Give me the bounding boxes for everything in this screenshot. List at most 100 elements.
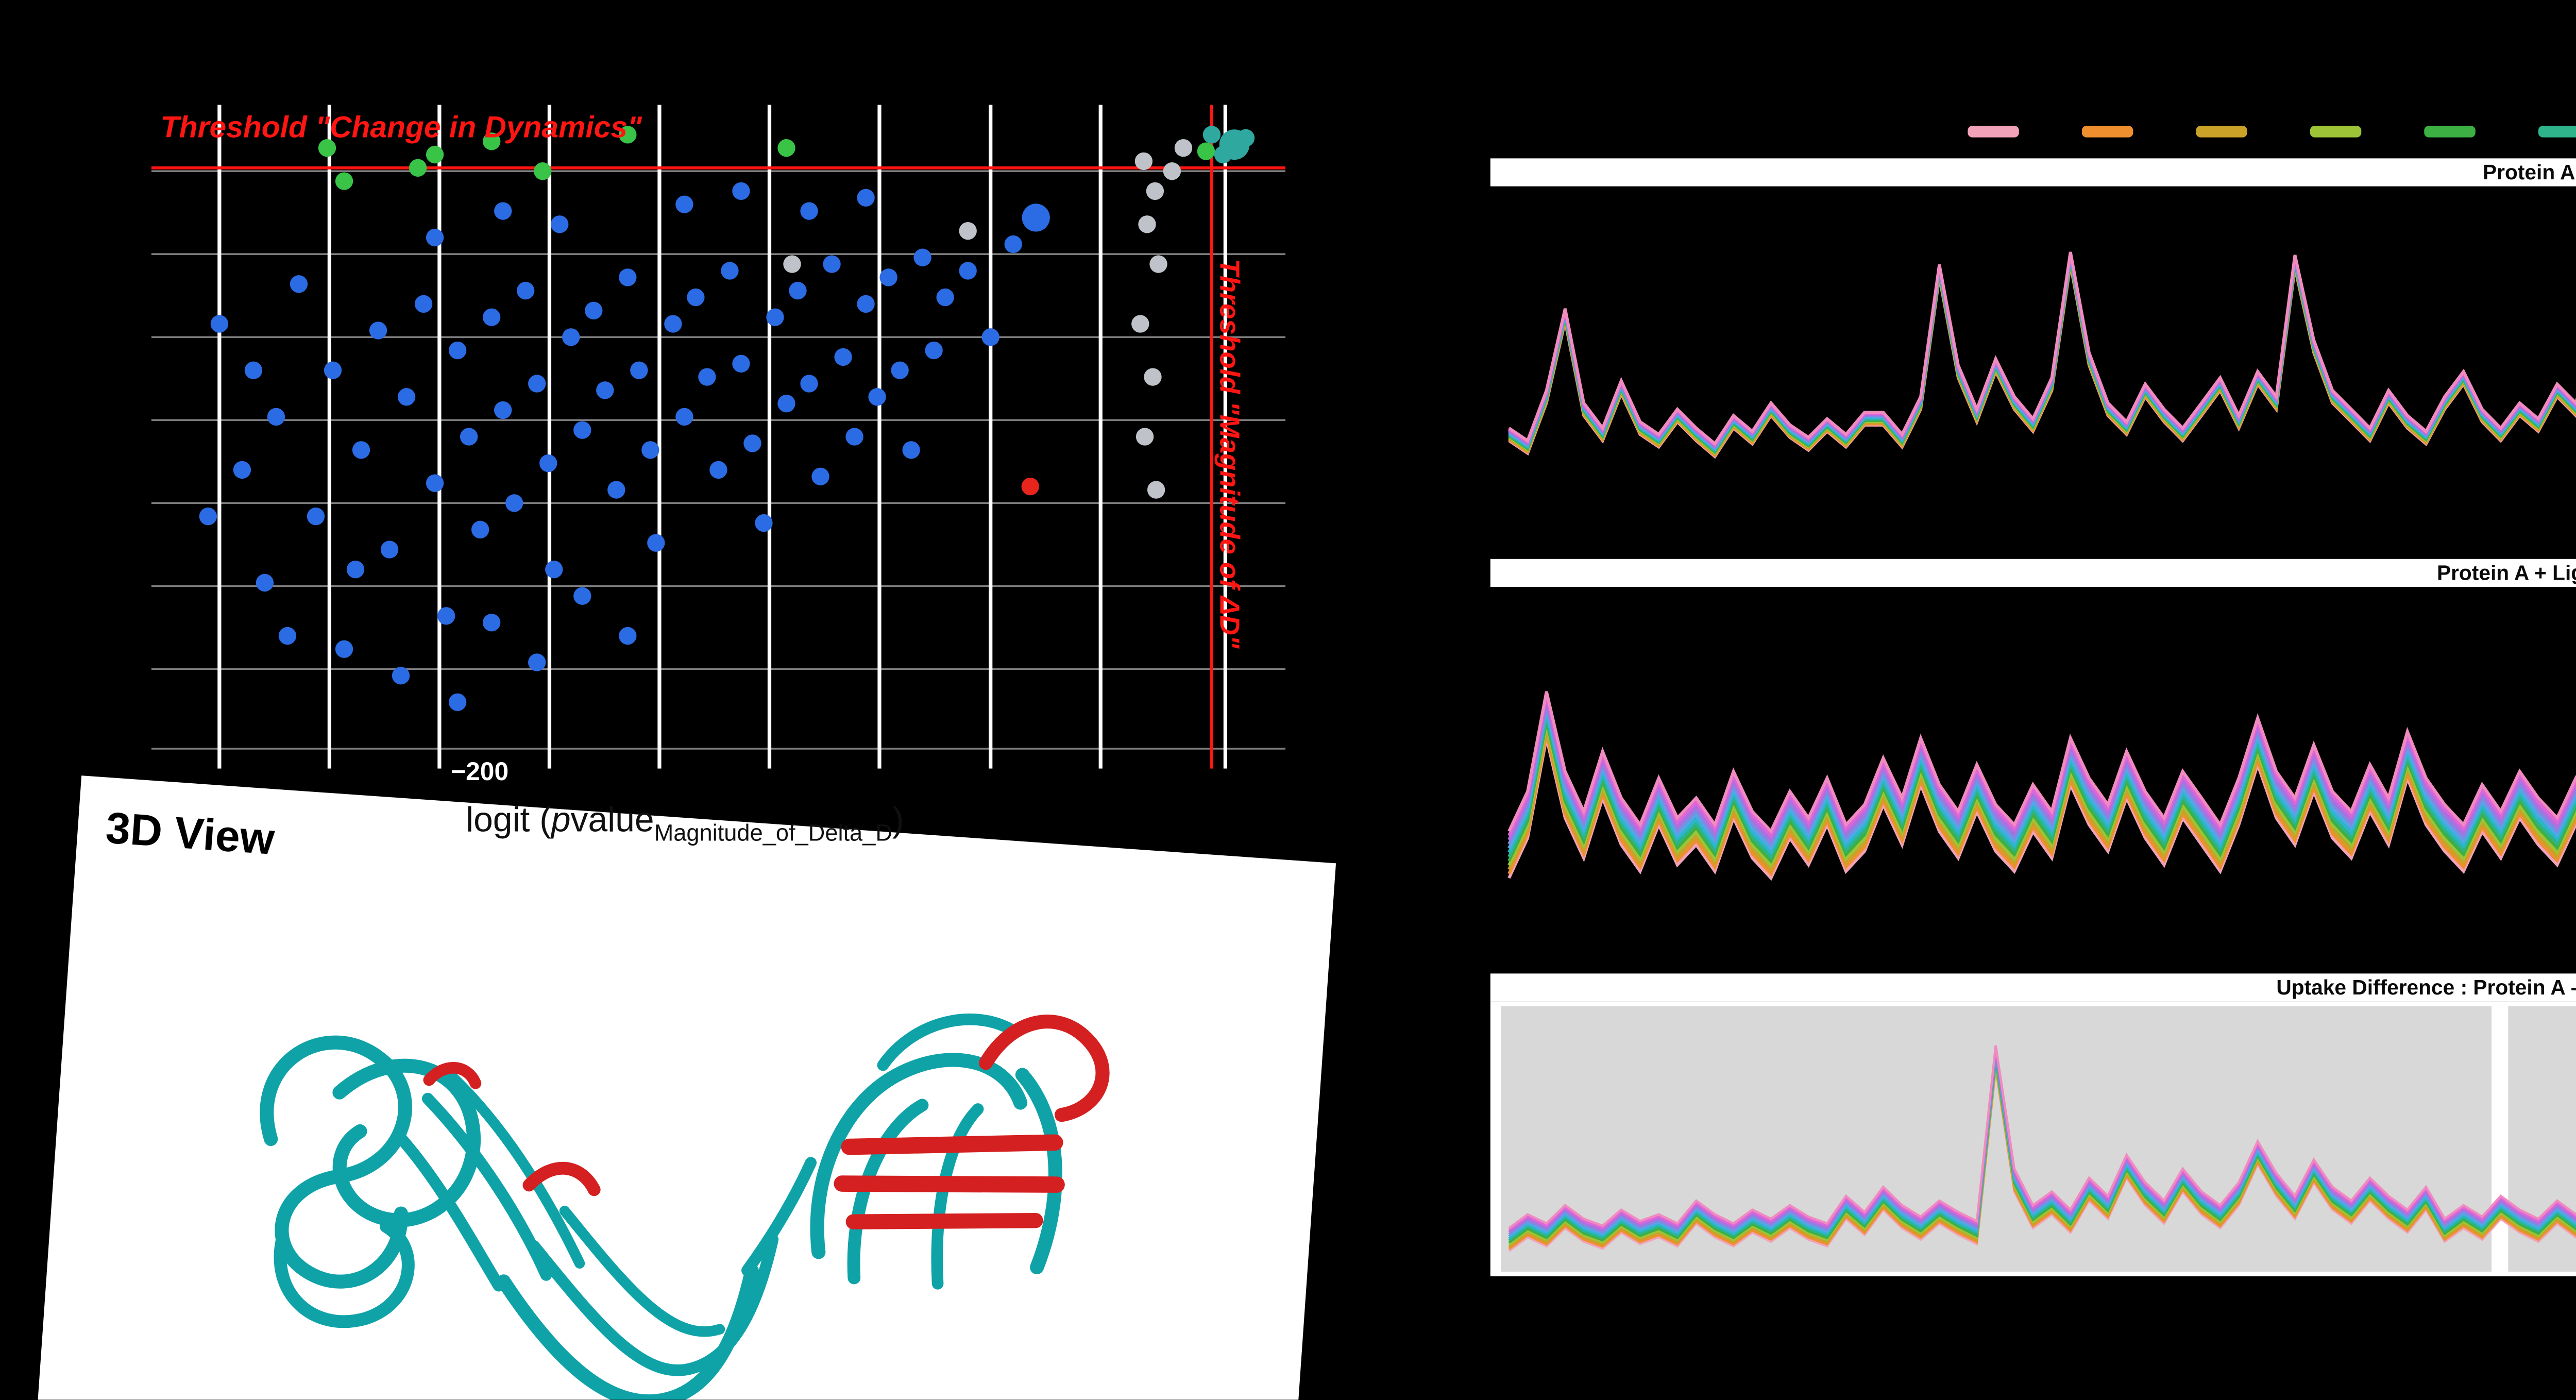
peptide-point[interactable] xyxy=(925,341,943,360)
peptide-point[interactable] xyxy=(664,315,682,333)
peptide-point[interactable] xyxy=(267,408,285,426)
peptide-point[interactable] xyxy=(732,182,750,200)
peptide-point[interactable] xyxy=(981,328,999,346)
peptide-point[interactable] xyxy=(471,520,489,539)
peptide-point[interactable] xyxy=(545,560,563,579)
peptide-point[interactable] xyxy=(318,139,336,157)
legend-swatch-2[interactable] xyxy=(2196,124,2248,137)
peptide-point[interactable] xyxy=(766,308,784,326)
peptide-point[interactable] xyxy=(641,441,659,459)
peptide-point[interactable] xyxy=(959,222,977,240)
peptide-point[interactable] xyxy=(783,255,801,273)
peptide-point[interactable] xyxy=(800,202,818,220)
peptide-point[interactable] xyxy=(1147,481,1165,499)
peptide-point[interactable] xyxy=(335,640,353,658)
peptide-point[interactable] xyxy=(1131,315,1149,333)
peptide-point[interactable] xyxy=(743,434,761,452)
peptide-point[interactable] xyxy=(307,507,325,526)
peptide-point[interactable] xyxy=(494,401,512,419)
peptide-point[interactable] xyxy=(823,255,841,273)
protein-structure-3d[interactable] xyxy=(37,775,1336,1400)
peptide-point[interactable] xyxy=(1214,145,1232,164)
peptide-point[interactable] xyxy=(800,375,818,393)
peptide-point[interactable] xyxy=(346,560,365,579)
legend-swatch-4[interactable] xyxy=(2425,124,2477,137)
peptide-point[interactable] xyxy=(494,202,512,220)
peptide-point[interactable] xyxy=(437,607,455,625)
legend-swatch-5[interactable] xyxy=(2539,124,2576,137)
peptide-point[interactable] xyxy=(607,481,625,499)
peptide-point[interactable] xyxy=(1197,142,1215,160)
peptide-point[interactable] xyxy=(448,341,467,360)
peptide-point[interactable] xyxy=(1163,162,1181,180)
peptide-point[interactable] xyxy=(777,139,795,157)
peptide-point[interactable] xyxy=(619,268,637,286)
peptide-point[interactable] xyxy=(573,421,591,439)
peptide-point[interactable] xyxy=(397,388,416,406)
peptide-point[interactable] xyxy=(380,541,399,559)
protein-a-chart-canvas[interactable] xyxy=(1490,187,2576,548)
peptide-point[interactable] xyxy=(857,295,875,313)
peptide-point[interactable] xyxy=(1134,152,1153,171)
peptide-point[interactable] xyxy=(551,215,569,233)
peptide-point[interactable] xyxy=(630,361,648,379)
peptide-point[interactable] xyxy=(1138,215,1156,233)
peptide-point[interactable] xyxy=(460,428,478,446)
peptide-point[interactable] xyxy=(528,653,546,671)
peptide-point[interactable] xyxy=(959,262,977,280)
peptide-point[interactable] xyxy=(596,381,614,399)
peptide-point[interactable] xyxy=(619,126,637,144)
peptide-point[interactable] xyxy=(936,288,954,307)
peptide-point[interactable] xyxy=(687,288,705,307)
peptide-point[interactable] xyxy=(482,614,501,632)
peptide-point[interactable] xyxy=(1136,428,1154,446)
peptide-point[interactable] xyxy=(324,361,342,379)
peptide-point[interactable] xyxy=(1202,126,1221,144)
peptide-point[interactable] xyxy=(482,308,501,326)
peptide-point[interactable] xyxy=(709,461,727,479)
peptide-point[interactable] xyxy=(233,461,251,479)
peptide-point[interactable] xyxy=(845,428,863,446)
peptide-point[interactable] xyxy=(244,361,263,379)
peptide-point[interactable] xyxy=(1236,129,1255,147)
peptide-point[interactable] xyxy=(1144,368,1162,386)
peptide-point[interactable] xyxy=(573,587,591,605)
peptide-point[interactable] xyxy=(335,172,353,190)
peptide-point[interactable] xyxy=(755,514,773,532)
peptide-point[interactable] xyxy=(585,301,603,319)
peptide-point[interactable] xyxy=(505,494,523,512)
peptide-point[interactable] xyxy=(426,228,444,247)
peptide-point[interactable] xyxy=(562,328,580,346)
peptide-point[interactable] xyxy=(392,667,410,685)
peptide-point[interactable] xyxy=(879,268,897,286)
volcano-plot-canvas[interactable] xyxy=(151,105,1286,769)
peptide-point[interactable] xyxy=(732,355,750,373)
peptide-point[interactable] xyxy=(1021,477,1039,496)
peptide-point[interactable] xyxy=(528,375,546,393)
peptide-point[interactable] xyxy=(1174,139,1193,157)
peptide-point[interactable] xyxy=(534,162,552,180)
peptide-point[interactable] xyxy=(210,315,229,333)
peptide-point[interactable] xyxy=(675,408,693,426)
peptide-point[interactable] xyxy=(777,394,795,413)
peptide-point[interactable] xyxy=(414,295,433,313)
peptide-point[interactable] xyxy=(891,361,909,379)
legend-swatch-0[interactable] xyxy=(1968,124,2019,137)
peptide-point[interactable] xyxy=(902,441,920,459)
peptide-point[interactable] xyxy=(811,467,829,485)
protein-a-ligand-chart-canvas[interactable] xyxy=(1490,587,2576,967)
peptide-point[interactable] xyxy=(369,322,387,340)
peptide-point[interactable] xyxy=(698,368,716,386)
peptide-point[interactable] xyxy=(278,627,297,645)
peptide-point[interactable] xyxy=(834,348,852,366)
peptide-point[interactable] xyxy=(290,275,308,293)
peptide-point[interactable] xyxy=(619,627,637,645)
peptide-point[interactable] xyxy=(675,195,693,213)
peptide-point[interactable] xyxy=(352,441,370,459)
peptide-point[interactable] xyxy=(1149,255,1167,273)
peptide-point[interactable] xyxy=(517,281,535,300)
peptide-point[interactable] xyxy=(482,132,501,150)
peptide-point[interactable] xyxy=(857,189,875,207)
peptide-point[interactable] xyxy=(1004,235,1022,254)
peptide-point[interactable] xyxy=(199,507,217,526)
